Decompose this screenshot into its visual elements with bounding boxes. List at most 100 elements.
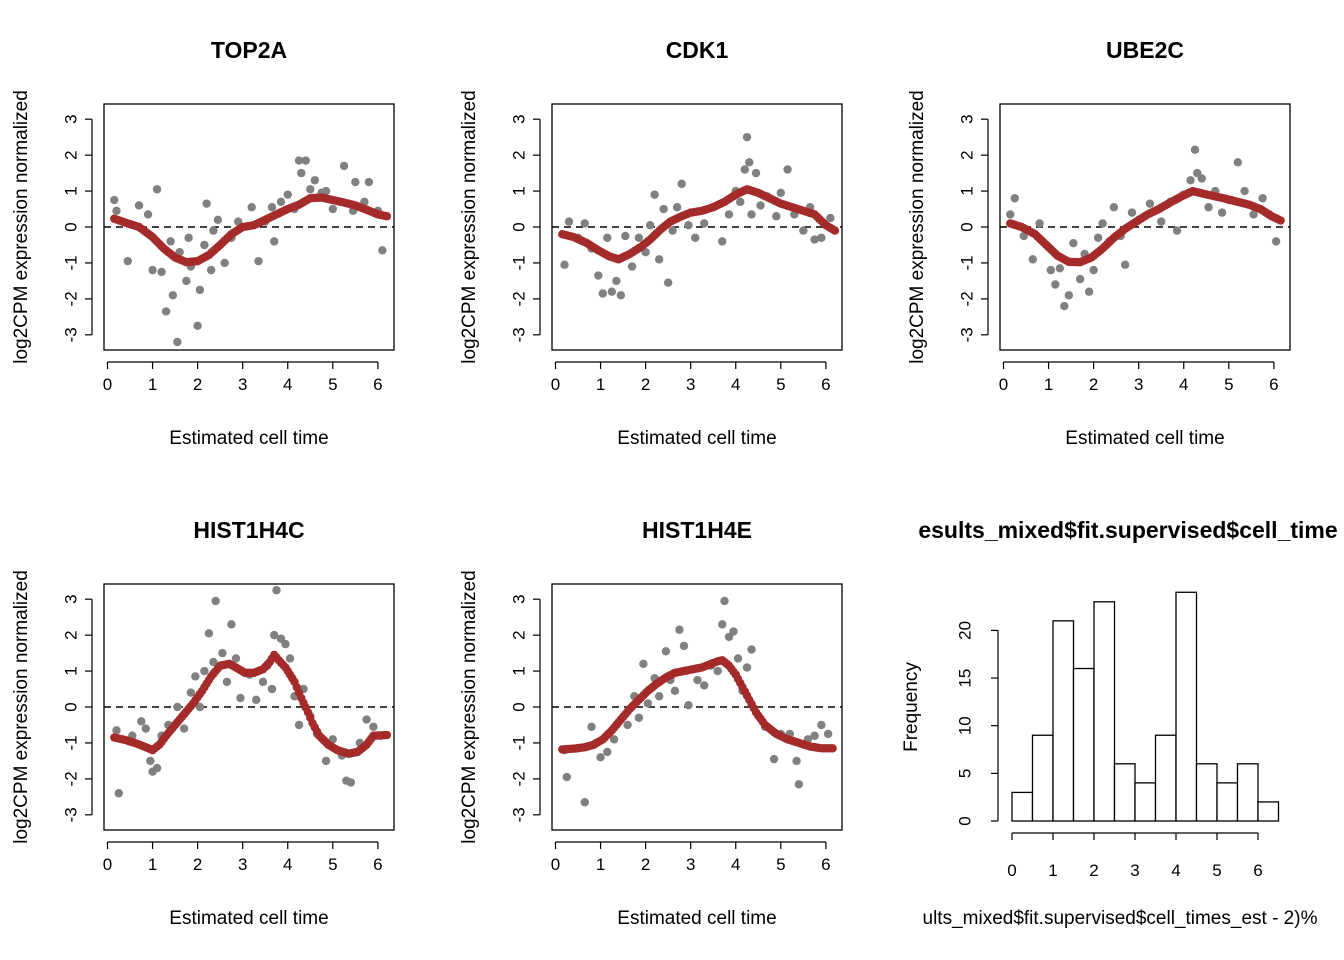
x-tick-label: 5 [1224, 375, 1233, 394]
x-tick-label: 6 [1269, 375, 1278, 394]
raw-point [700, 681, 709, 690]
raw-point [161, 307, 171, 316]
y-tick-label: -1 [509, 735, 528, 750]
raw-point [650, 190, 659, 199]
raw-point [609, 735, 619, 744]
raw-point [166, 237, 175, 246]
raw-point [724, 210, 734, 219]
x-tick-label: 5 [1212, 861, 1221, 880]
raw-point [627, 262, 637, 271]
x-tick-label: 3 [1134, 375, 1143, 394]
raw-point [823, 729, 833, 739]
raw-point [236, 693, 245, 703]
raw-point [369, 722, 378, 731]
panel-title: esults_mixed$fit.supervised$cell_time [918, 517, 1337, 543]
raw-point [1064, 291, 1074, 300]
panel-title: UBE2C [1106, 37, 1184, 63]
plot-area [1000, 145, 1290, 311]
raw-point [587, 722, 596, 731]
y-tick-label: -1 [509, 255, 528, 270]
raw-point [616, 291, 626, 300]
raw-point [794, 780, 804, 789]
raw-point [220, 258, 229, 268]
raw-point [720, 596, 729, 606]
raw-point [742, 132, 752, 142]
histogram-bar [1052, 620, 1075, 822]
raw-point [351, 177, 360, 187]
y-tick-label: 3 [61, 114, 80, 123]
raw-point [747, 645, 756, 654]
raw-point [1093, 233, 1103, 242]
raw-point [751, 168, 761, 178]
x-tick-label: 6 [373, 855, 382, 874]
x-tick-label: 4 [731, 855, 740, 874]
x-tick-label: 6 [373, 375, 382, 394]
raw-point [195, 285, 205, 295]
raw-point [218, 648, 227, 658]
fit-point [382, 212, 392, 221]
x-tick-label: 6 [821, 375, 830, 394]
raw-point [294, 720, 304, 730]
raw-point [810, 731, 819, 740]
raw-point [310, 176, 319, 185]
raw-point [283, 190, 292, 199]
raw-point [1075, 274, 1085, 284]
x-tick-label: 1 [148, 375, 157, 394]
y-tick-label: -2 [509, 291, 528, 306]
panel-hist1h4c: HIST1H4C 0 1 2 3 4 5 6 -3 -2 -1 0 1 2 3 Estimated cell … [11, 517, 395, 929]
raw-point [594, 271, 603, 280]
histogram-bar [1257, 801, 1280, 822]
raw-point [1240, 186, 1249, 196]
y-axis-label: Frequency [901, 662, 922, 752]
y-tick-label: -3 [509, 807, 528, 822]
x-tick-label: 6 [1253, 861, 1262, 880]
y-tick-label: 0 [61, 222, 80, 231]
raw-point [1190, 145, 1200, 154]
raw-point [783, 165, 792, 174]
x-tick-label: 5 [776, 375, 785, 394]
raw-point [137, 717, 146, 726]
raw-point [182, 276, 191, 286]
x-tick-label: 2 [641, 855, 650, 874]
raw-point [562, 772, 571, 782]
raw-point [769, 754, 779, 764]
raw-point [607, 287, 617, 296]
y-tick-label: 1 [509, 666, 528, 675]
raw-point [184, 233, 193, 242]
y-axis-label: log2CPM expression normalized [11, 90, 32, 364]
raw-point [1006, 210, 1015, 219]
y-axis-label: log2CPM expression normalized [459, 570, 480, 844]
y-tick-label: -1 [61, 255, 80, 270]
y-tick-label: -2 [509, 771, 528, 786]
raw-point [684, 701, 693, 710]
y-tick-label: 2 [957, 150, 976, 159]
raw-point [202, 199, 211, 208]
raw-point [123, 256, 132, 266]
raw-point [1204, 203, 1213, 212]
y-tick-label: -3 [509, 327, 528, 342]
raw-point [776, 188, 786, 198]
raw-point [168, 291, 178, 300]
raw-point [623, 720, 632, 730]
raw-point [1186, 176, 1195, 185]
x-tick-label: 2 [641, 375, 650, 394]
raw-point [634, 233, 644, 242]
y-tick-label: 3 [61, 594, 80, 603]
panel-title: HIST1H4C [193, 517, 304, 543]
raw-point [560, 260, 569, 269]
y-tick-label: 1 [61, 666, 80, 675]
x-tick-label: 1 [596, 855, 605, 874]
raw-point [1035, 219, 1044, 228]
raw-point [204, 629, 214, 638]
x-axis-label: Estimated cell time [1065, 428, 1224, 449]
raw-point [157, 267, 166, 277]
raw-point [267, 203, 277, 212]
y-axis-label: log2CPM expression normalized [907, 90, 928, 364]
raw-point [378, 246, 387, 255]
raw-point [740, 165, 749, 174]
x-tick-label: 3 [238, 855, 247, 874]
raw-point [1089, 265, 1098, 275]
raw-point [659, 204, 668, 214]
raw-point [270, 237, 279, 246]
y-tick-label: -2 [957, 291, 976, 306]
